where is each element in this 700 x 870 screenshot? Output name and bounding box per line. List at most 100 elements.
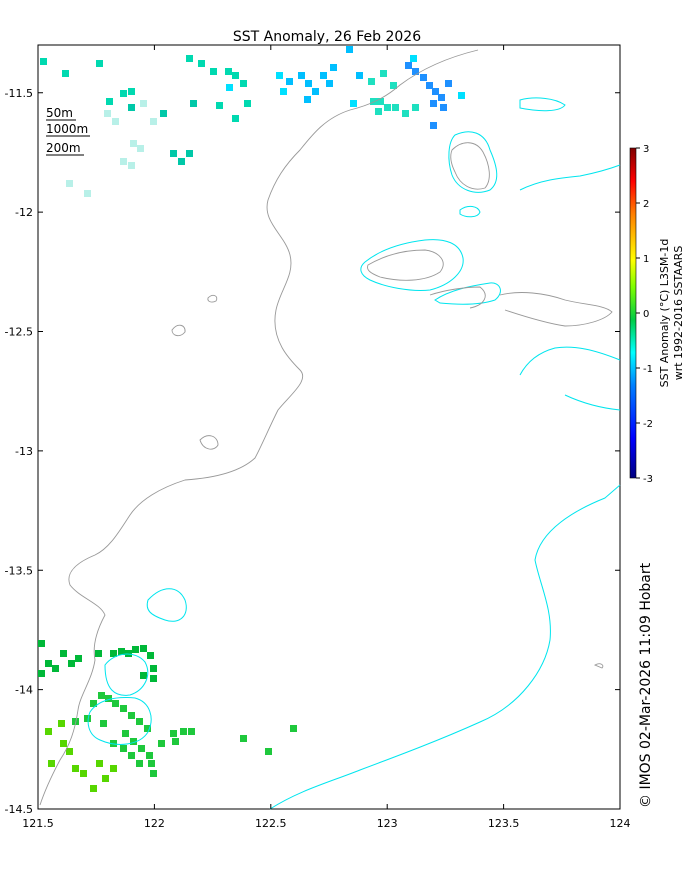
sst-pixel — [102, 775, 109, 782]
y-tick-label: -11.5 — [5, 87, 33, 100]
contour-reef-small-1 — [171, 324, 186, 337]
colorbar-tick-label: -1 — [643, 364, 653, 375]
colorbar-ticks: 3 2 1 0 -1 -2 -3 — [636, 144, 653, 485]
sst-pixel — [402, 110, 409, 117]
sst-pixel — [130, 738, 137, 745]
sst-pixel — [40, 58, 47, 65]
sst-pixel — [128, 104, 135, 111]
sst-pixel — [130, 140, 137, 147]
isobath-main-path — [269, 484, 621, 810]
x-tick-label: 121.5 — [22, 817, 54, 830]
sst-pixel — [440, 104, 447, 111]
sst-pixel — [128, 752, 135, 759]
contour-legend: 50m 1000m 200m — [46, 106, 90, 156]
coastline-layer — [39, 49, 613, 806]
sst-pixel — [38, 670, 45, 677]
sst-pixel — [232, 115, 239, 122]
sst-pixel — [52, 665, 59, 672]
y-tick-label: -14.5 — [5, 803, 33, 816]
sst-pixel — [58, 720, 65, 727]
sst-pixel — [190, 100, 197, 107]
sst-pixel — [198, 60, 205, 67]
colorbar-title-line2: wrt 1992-2016 SSTAARS — [672, 246, 685, 381]
sst-pixel — [118, 648, 125, 655]
sst-pixel — [356, 72, 363, 79]
sst-pixel — [110, 765, 117, 772]
sst-pixel — [90, 785, 97, 792]
sst-pixel — [66, 180, 73, 187]
sst-pixel — [128, 88, 135, 95]
sst-pixel — [112, 118, 119, 125]
sst-pixel — [45, 728, 52, 735]
sst-pixel — [120, 158, 127, 165]
sst-pixel — [445, 80, 452, 87]
isobath-reef-patch-3 — [104, 653, 149, 696]
isobath-reef-north-1 — [519, 97, 566, 112]
y-tick-label: -12 — [15, 206, 33, 219]
sst-pixel — [186, 150, 193, 157]
contour-east-islands — [429, 286, 613, 327]
sst-pixel — [210, 68, 217, 75]
sst-pixel — [330, 64, 337, 71]
sst-pixel — [128, 712, 135, 719]
isobath-browse-island — [360, 239, 464, 291]
sst-pixel — [180, 728, 187, 735]
sst-pixel — [426, 82, 433, 89]
sst-pixel — [244, 100, 251, 107]
isobath-reef-patch-1 — [459, 205, 481, 218]
legend-50m-label: 50m — [46, 106, 73, 120]
sst-pixel — [280, 88, 287, 95]
imos-credit: © IMOS 02-Mar-2026 11:09 Hobart — [638, 562, 654, 808]
sst-pixel — [136, 760, 143, 767]
sst-pixel — [276, 72, 283, 79]
isobath-shelf-north — [519, 164, 621, 191]
isobath-adele-shoals — [434, 282, 501, 305]
sst-pixel — [140, 100, 147, 107]
sst-pixel — [100, 720, 107, 727]
sst-pixel — [170, 730, 177, 737]
sst-pixel — [72, 765, 79, 772]
sst-pixel — [432, 88, 439, 95]
x-tick-label: 123 — [377, 817, 398, 830]
sst-pixel — [120, 90, 127, 97]
sst-pixel — [290, 725, 297, 732]
isobath-scott-reef-north — [448, 131, 498, 193]
sst-pixel — [430, 122, 437, 129]
contour-reef-small-2 — [199, 435, 219, 450]
sst-pixel — [84, 715, 91, 722]
x-tick-label: 122 — [144, 817, 165, 830]
y-tick-label: -13 — [15, 445, 33, 458]
sst-pixel — [60, 650, 67, 657]
sst-pixel — [60, 740, 67, 747]
sst-pixel — [144, 725, 151, 732]
sst-pixel — [430, 100, 437, 107]
sst-pixel — [420, 74, 427, 81]
x-tick-label: 122.5 — [255, 817, 287, 830]
colorbar-tick-label: 3 — [643, 144, 649, 155]
sst-pixel — [138, 745, 145, 752]
sst-pixel — [75, 655, 82, 662]
sst-pixel — [225, 68, 232, 75]
sst-pixel — [98, 692, 105, 699]
sst-pixel — [286, 78, 293, 85]
legend-1000m-label: 1000m — [46, 122, 88, 136]
sst-pixel — [136, 718, 143, 725]
sst-pixel — [84, 190, 91, 197]
sst-pixel — [346, 46, 353, 53]
sst-pixel — [240, 80, 247, 87]
contour-reef-small-3 — [207, 294, 218, 303]
colorbar-title: SST Anomaly (°C) L3SM-1d wrt 1992-2016 S… — [658, 239, 685, 388]
sst-pixel — [150, 665, 157, 672]
sst-pixel — [140, 672, 147, 679]
sst-pixel — [122, 730, 129, 737]
sst-pixel — [104, 110, 111, 117]
sst-pixel — [125, 650, 132, 657]
sst-pixel — [170, 150, 177, 157]
sst-pixel — [106, 98, 113, 105]
sst-pixel — [62, 70, 69, 77]
colorbar-tick-label: 0 — [643, 309, 649, 320]
sst-pixel — [186, 55, 193, 62]
x-tick-label: 123.5 — [488, 817, 520, 830]
sst-pixel — [38, 640, 45, 647]
sst-pixel — [438, 94, 445, 101]
